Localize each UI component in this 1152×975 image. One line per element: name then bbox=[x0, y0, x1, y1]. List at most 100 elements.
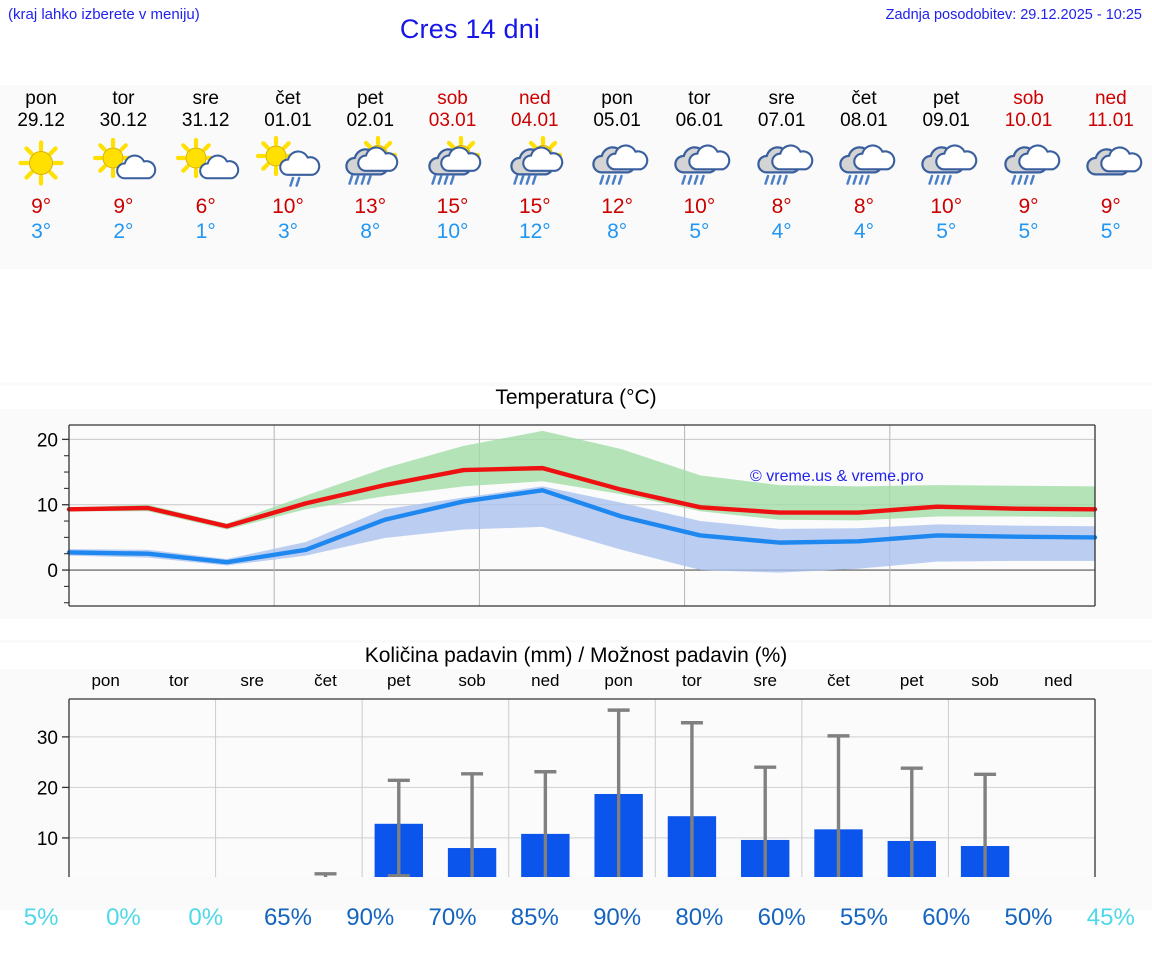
forecast-temp-max: 8° bbox=[771, 195, 792, 218]
forecast-temp-max: 9° bbox=[31, 195, 52, 218]
menu-hint-text: (kraj lahko izberete v meniju) bbox=[8, 6, 200, 23]
forecast-temp-min: 5° bbox=[1018, 220, 1039, 243]
precipitation-day-label: sre bbox=[753, 671, 777, 690]
forecast-temp-min: 2° bbox=[113, 220, 134, 243]
cloud-icon bbox=[1073, 136, 1149, 190]
forecast-temp-min: 4° bbox=[853, 220, 874, 243]
sun-cloud-light-rain-icon bbox=[250, 136, 326, 190]
forecast-temp-min: 3° bbox=[31, 220, 52, 243]
precipitation-percent-label: 65% bbox=[263, 904, 312, 931]
precipitation-percent-label: 80% bbox=[675, 904, 724, 931]
precipitation-percent-label: 85% bbox=[510, 904, 559, 931]
forecast-temp-max: 9° bbox=[113, 195, 134, 218]
svg-text:0: 0 bbox=[47, 561, 58, 582]
forecast-temp-max: 9° bbox=[1018, 195, 1039, 218]
forecast-temp-min: 3° bbox=[277, 220, 299, 243]
precipitation-day-label: sob bbox=[971, 671, 999, 690]
forecast-day-column: sre 07.01 8° 4° bbox=[741, 85, 823, 269]
forecast-temp-max: 15° bbox=[436, 195, 469, 218]
svg-text:30: 30 bbox=[37, 728, 58, 749]
forecast-day-name: tor bbox=[688, 88, 711, 109]
forecast-temp-min: 10° bbox=[436, 220, 469, 243]
precipitation-day-label: čet bbox=[827, 671, 850, 690]
precipitation-percent-label: 90% bbox=[346, 904, 395, 931]
precipitation-day-labels: pon tor sre čet pet sob ned pon tor sre čet pet sob n… bbox=[69, 669, 1095, 693]
precipitation-percent-label: 60% bbox=[757, 904, 806, 931]
forecast-day-date: 29.12 bbox=[17, 110, 65, 131]
forecast-day-column: sob 10.01 9° 5° bbox=[987, 85, 1069, 269]
forecast-day-name: sre bbox=[768, 88, 795, 109]
forecast-day-date: 02.01 bbox=[346, 110, 395, 131]
precipitation-percent-label: 45% bbox=[1086, 904, 1135, 931]
svg-text:20: 20 bbox=[37, 778, 58, 799]
cloud-rain-icon bbox=[661, 136, 737, 190]
forecast-day-date: 01.01 bbox=[264, 110, 312, 131]
forecast-day-column: ned 11.01 9° 5° bbox=[1070, 85, 1152, 269]
forecast-day-date: 03.01 bbox=[428, 110, 477, 131]
cloud-rain-icon bbox=[826, 136, 902, 190]
precipitation-day-label: sob bbox=[458, 671, 486, 690]
page-title: Cres 14 dni bbox=[399, 14, 541, 44]
cloud-rain-icon bbox=[991, 136, 1067, 190]
sun-cloud-icon bbox=[168, 136, 244, 190]
forecast-day-date: 11.01 bbox=[1087, 110, 1134, 131]
precipitation-day-label: čet bbox=[314, 671, 337, 690]
sun-icon bbox=[3, 136, 79, 190]
precipitation-chart-title: Količina padavin (mm) / Možnost padavin … bbox=[0, 643, 1152, 669]
forecast-day-date: 04.01 bbox=[511, 110, 559, 131]
forecast-temp-max: 8° bbox=[853, 195, 874, 218]
forecast-day-name: pet bbox=[933, 88, 960, 109]
forecast-day-name: sob bbox=[1013, 88, 1044, 109]
forecast-temp-min: 12° bbox=[518, 220, 551, 243]
forecast-day-column: čet 08.01 8° 4° bbox=[823, 85, 905, 269]
precipitation-percent-label: 60% bbox=[922, 904, 971, 931]
precipitation-percent-label: 5% bbox=[23, 904, 59, 931]
forecast-day-name: tor bbox=[112, 88, 135, 109]
forecast-day-date: 07.01 bbox=[757, 110, 806, 131]
svg-text:20: 20 bbox=[37, 430, 58, 451]
copyright-text: © vreme.us & vreme.pro bbox=[750, 468, 924, 485]
sun-cloud-rain-icon bbox=[332, 136, 408, 190]
forecast-day-name: sob bbox=[437, 88, 468, 109]
forecast-temp-max: 13° bbox=[354, 195, 387, 218]
precipitation-percent-label: 50% bbox=[1004, 904, 1053, 931]
forecast-day-column: pon 29.12 9° 3° bbox=[0, 85, 82, 269]
precipitation-day-label: pon bbox=[91, 671, 120, 690]
cloud-rain-icon bbox=[908, 136, 984, 190]
cloud-rain-icon bbox=[579, 136, 655, 190]
precipitation-day-label: pon bbox=[604, 671, 633, 690]
forecast-temp-min: 8° bbox=[607, 220, 628, 243]
forecast-day-column: pon 05.01 12° 8° bbox=[576, 85, 658, 269]
forecast-temp-min: 8° bbox=[360, 220, 381, 243]
forecast-day-name: pet bbox=[357, 88, 384, 109]
precipitation-day-label: tor bbox=[681, 671, 702, 690]
forecast-day-column: ned 04.01 15° 12° bbox=[494, 85, 576, 269]
forecast-day-date: 05.01 bbox=[593, 110, 641, 131]
forecast-temp-min: 4° bbox=[771, 220, 792, 243]
cloud-rain-icon bbox=[744, 136, 820, 190]
precipitation-percent-label: 0% bbox=[106, 904, 141, 931]
forecast-day-column: tor 06.01 10° 5° bbox=[658, 85, 740, 269]
forecast-day-column: pet 02.01 13° 8° bbox=[329, 85, 411, 269]
precipitation-chart-svg: 0102030 bbox=[37, 698, 1096, 877]
forecast-day-column: tor 30.12 9° 2° bbox=[82, 85, 164, 269]
forecast-temp-max: 9° bbox=[1100, 195, 1121, 218]
forecast-day-name: čet bbox=[851, 88, 877, 109]
forecast-temp-max: 10° bbox=[930, 195, 963, 218]
forecast-day-date: 08.01 bbox=[840, 110, 888, 131]
forecast-temp-max: 10° bbox=[272, 195, 304, 218]
forecast-temp-min: 1° bbox=[195, 220, 216, 243]
precipitation-percent-label: 0% bbox=[188, 904, 224, 931]
forecast-day-column: sre 31.12 6° 1° bbox=[165, 85, 247, 269]
forecast-day-column: čet 01.01 10° 3° bbox=[247, 85, 329, 269]
precipitation-percent-label: 55% bbox=[839, 904, 888, 931]
precipitation-day-label: tor bbox=[169, 671, 189, 690]
forecast-day-column: pet 09.01 10° 5° bbox=[905, 85, 987, 269]
precipitation-day-label: ned bbox=[531, 671, 560, 690]
forecast-temp-min: 5° bbox=[1100, 220, 1121, 243]
temperature-chart-svg: 0 10 20 bbox=[37, 424, 1098, 607]
forecast-day-date: 30.12 bbox=[99, 110, 148, 131]
forecast-day-name: sre bbox=[192, 88, 219, 109]
precipitation-day-label: pet bbox=[899, 671, 924, 690]
precipitation-percent-labels: 5% 0% 0% 65% 90% 70% 85% 90% 80% 60% 55% 60% 50% 45% bbox=[0, 898, 1152, 942]
